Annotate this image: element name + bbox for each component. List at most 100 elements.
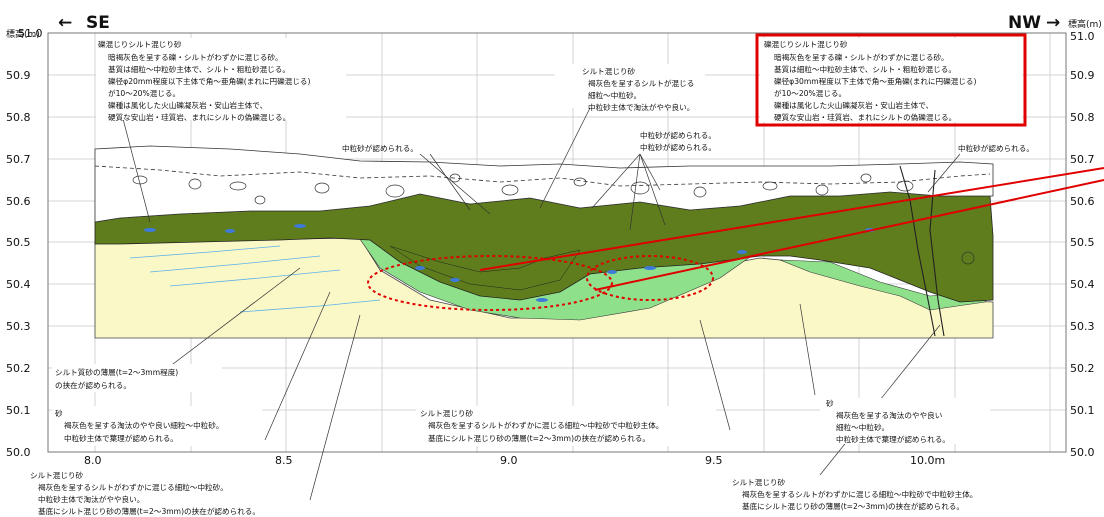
y-tick-right: 50.9 [1070, 69, 1095, 82]
note-line: 基底にシルト混じり砂の薄層(t=2～3mm)の挟在が認められる。 [742, 501, 964, 511]
note-title: 砂 [55, 408, 63, 418]
highlight-ellipse-left [367, 255, 613, 311]
direction-nw: NW [1008, 13, 1041, 33]
y-tick-right: 50.0 [1070, 446, 1095, 459]
note-line: 暗褐灰色を呈する礫・シルトがわずかに混じる砂。 [108, 52, 283, 62]
y-tick-left: 51.0 [18, 27, 43, 40]
note-line: 細粒～中粒砂。 [588, 90, 641, 100]
note-medium-4: 中粒砂が認められる。 [958, 143, 1034, 153]
y-tick-right: 50.2 [1070, 362, 1095, 375]
y-tick-right: 50.1 [1070, 404, 1095, 417]
note-line: 礫種は風化した火山礫凝灰岩・安山岩主体で、 [108, 100, 267, 110]
direction-se: SE [86, 13, 110, 33]
note-title: 礫混じりシルト混じり砂 [98, 39, 182, 49]
highlight-leader-1 [479, 167, 1104, 271]
note-silt-bottom-right: シルト混じり砂 褐灰色を呈するシルトがわずかに混じる細粒～中粒砂で中粒砂主体。 … [732, 477, 977, 511]
y-tick-left: 50.8 [6, 111, 31, 124]
gravel-clasts [132, 173, 975, 265]
note-title: シルト混じり砂 [582, 66, 636, 76]
note-line: の挟在が認められる。 [55, 380, 131, 390]
note-medium-3: 中粒砂が認められる。 [640, 130, 716, 140]
note-title: シルト混じり砂 [732, 477, 786, 487]
y-tick-left: 50.1 [6, 404, 31, 417]
axis-bottom: 8.0 8.5 9.0 9.5 10.0m [84, 454, 945, 467]
highlight-box [755, 33, 1027, 127]
note-line: 褐灰色を呈するシルトがわずかに混じる細粒～中粒砂で中粒砂主体。 [742, 489, 977, 499]
note-line: 基質は細粒～中粒砂主体で、シルト・粗粒砂混じる。 [774, 64, 956, 74]
note-silty-thin: シルト質砂の薄層(t=2～3mm程度) の挟在が認められる。 [52, 364, 222, 392]
y-tick-left: 50.9 [6, 69, 31, 82]
note-line: 基底にシルト混じり砂の薄層(t=2～3mm)の挟在が認められる。 [428, 433, 650, 443]
note-line: 褐灰色を呈するシルトが混じる [588, 78, 694, 88]
plot-frame [47, 32, 1067, 453]
layer-sand [94, 237, 994, 339]
note-line: 暗褐灰色を呈する礫・シルトがわずかに混じる砂。 [774, 52, 949, 62]
note-line: 硬質な安山岩・珪質岩、まれにシルトの偽礫混じる。 [774, 112, 956, 122]
left-arrow: ← [58, 13, 72, 33]
y-tick-left: 50.6 [6, 195, 31, 208]
note-medium-2: 中粒砂が認められる。 [640, 142, 716, 152]
note-line: 基質は細粒～中粒砂主体で、シルト・粗粒砂混じる。 [108, 64, 290, 74]
y-tick-left: 50.7 [6, 153, 31, 166]
note-title: 砂 [826, 398, 834, 408]
note-line: が10～20%混じる。 [108, 88, 180, 98]
note-line: 礫種は風化した火山礫凝灰岩・安山岩主体で、 [774, 100, 933, 110]
note-line: 褐灰色を呈する淘汰のやや良い細粒～中粒砂。 [64, 420, 223, 430]
note-line: 礫径φ20mm程度以下主体で角～亜角礫(まれに円礫混じる) [108, 76, 310, 86]
note-line: 中粒砂主体で淘汰がやや良い。 [38, 494, 144, 504]
highlight-annotations [367, 33, 1104, 311]
y-tick-left: 50.4 [6, 278, 31, 291]
y-tick-left: 50.2 [6, 362, 31, 375]
y-tick-right: 50.3 [1070, 320, 1095, 333]
fault-lines [899, 165, 945, 337]
note-line: 細粒～中粒砂。 [836, 422, 889, 432]
note-line: 礫径φ30mm程度以下主体で角～亜角礫(まれに円礫混じる) [774, 76, 976, 86]
x-tick: 8.5 [275, 454, 293, 467]
note-line: 褐灰色を呈する淘汰のやや良い [836, 410, 942, 420]
x-tick: 9.5 [705, 454, 723, 467]
axis-left: 標高(m) ← SE 51.0 50.9 50.8 50.7 50.6 50.5… [6, 13, 110, 459]
note-medium-1: 中粒砂が認められる。 [342, 143, 418, 153]
note-line: 硬質な安山岩・珪質岩、まれにシルトの偽礫混じる。 [108, 112, 290, 122]
x-tick: 10.0m [910, 454, 945, 467]
note-silt-mid: シルト混じり砂 褐灰色を呈するシルトがわずかに混じる細粒～中粒砂で中粒砂主体。 … [416, 406, 716, 446]
note-title: シルト混じり砂 [420, 408, 474, 418]
note-line: が10～20%混じる。 [774, 88, 846, 98]
y-tick-right: 50.5 [1070, 236, 1095, 249]
y-tick-left: 50.0 [6, 446, 31, 459]
y-tick-right: 50.6 [1070, 195, 1095, 208]
note-silt-top: シルト混じり砂 褐灰色を呈するシルトが混じる 細粒～中粒砂。 中粒砂主体で淘汰が… [555, 64, 705, 112]
laminae [129, 245, 381, 313]
highlight-ellipse-right [586, 255, 714, 301]
y-tick-right: 50.4 [1070, 278, 1095, 291]
y-tick-left: 50.3 [6, 320, 31, 333]
note-sand-left: 砂 褐灰色を呈する淘汰のやや良い細粒～中粒砂。 中粒砂主体で葉理が認められる。 [52, 406, 262, 446]
y-tick-right: 50.8 [1070, 111, 1095, 124]
note-gravel-right: 礫混じりシルト混じり砂 暗褐灰色を呈する礫・シルトがわずかに混じる砂。 基質は細… [760, 38, 1022, 122]
note-line: 基底にシルト混じり砂の薄層(t=2～3mm)の挟在が認められる。 [38, 506, 260, 516]
right-arrow: → [1046, 13, 1060, 33]
note-gravel-left: 礫混じりシルト混じり砂 暗褐灰色を呈する礫・シルトがわずかに混じる砂。 基質は細… [96, 38, 346, 122]
y-tick-left: 50.5 [6, 236, 31, 249]
note-line: 中粒砂主体で葉理が認められる。 [836, 434, 950, 444]
x-tick: 8.0 [84, 454, 102, 467]
note-title: シルト混じり砂 [30, 470, 84, 480]
silt-lenses [144, 224, 875, 302]
note-line: 中粒砂主体で葉理が認められる。 [64, 433, 178, 443]
y-tick-right: 50.7 [1070, 153, 1095, 166]
axis-right-label: 標高(m) [1068, 18, 1102, 30]
leader-lines [104, 49, 961, 501]
y-tick-right: 51.0 [1070, 30, 1095, 43]
note-line: シルト質砂の薄層(t=2～3mm程度) [55, 367, 178, 377]
note-line: 褐灰色を呈するシルトがわずかに混じる細粒～中粒砂で中粒砂主体。 [428, 420, 663, 430]
note-title: 礫混じりシルト混じり砂 [764, 39, 848, 49]
note-line: 褐灰色を呈するシルトがわずかに混じる細粒～中粒砂。 [38, 482, 228, 492]
highlight-leader-2 [594, 179, 1104, 291]
note-line: 中粒砂主体で淘汰がやや良い。 [588, 102, 694, 112]
x-tick: 9.0 [500, 454, 518, 467]
axis-left-label: 標高(m) [6, 28, 40, 40]
note-silt-bottom-left: シルト混じり砂 褐灰色を呈するシルトがわずかに混じる細粒～中粒砂。 中粒砂主体で… [30, 470, 260, 516]
axis-right: NW → 標高(m) 51.0 50.9 50.8 50.7 50.6 50.5… [1008, 13, 1102, 459]
layer-upper-soil [94, 145, 994, 223]
